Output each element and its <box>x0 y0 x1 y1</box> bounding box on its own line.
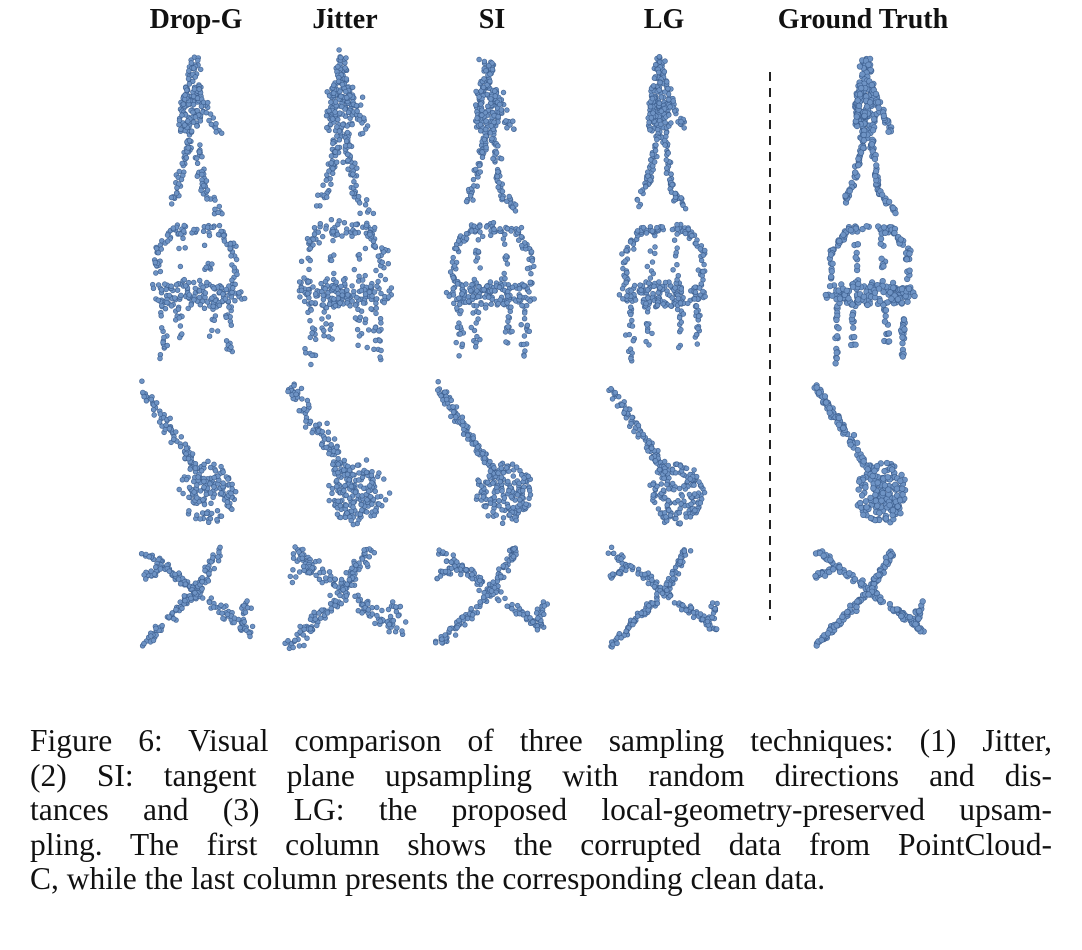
caption-line: (2) SI: tangent plane upsampling with ra… <box>30 757 1052 793</box>
point-cloud-person-si <box>463 56 519 214</box>
point-cloud-person-jitter <box>313 47 377 217</box>
point-cloud-airplane-ground-truth <box>812 548 927 649</box>
point-cloud-chair-ground-truth <box>822 223 918 367</box>
point-cloud-person-ground-truth <box>842 55 899 217</box>
caption-line: pling. The first column shows the corrup… <box>30 826 1052 862</box>
point-cloud-airplane-lg <box>605 544 720 650</box>
point-cloud-airplane-jitter <box>282 544 409 652</box>
point-cloud-guitar-ground-truth <box>811 382 909 526</box>
point-cloud-person-lg <box>634 53 689 212</box>
column-header-jitter: Jitter <box>312 4 378 35</box>
point-cloud-chair-jitter <box>296 217 395 368</box>
point-cloud-guitar-lg <box>606 386 708 527</box>
column-header-si: SI <box>478 4 506 35</box>
caption-line: Figure 6: Visual comparison of three sam… <box>30 723 1052 758</box>
caption-line: C, while the last column presents the co… <box>30 861 826 896</box>
point-cloud-guitar-drop-g <box>139 378 239 525</box>
figure-panel: Drop-G Jitter SI LG Ground Truth <box>138 4 949 652</box>
point-cloud-chair-si <box>443 220 537 359</box>
column-header-lg: LG <box>643 4 685 35</box>
point-clouds <box>138 47 927 652</box>
point-cloud-guitar-jitter <box>285 381 393 528</box>
point-cloud-airplane-drop-g <box>138 544 256 649</box>
caption-line: tances and (3) LG: the proposed local-ge… <box>30 792 1052 827</box>
point-cloud-chair-drop-g <box>150 222 248 362</box>
point-cloud-airplane-si <box>433 545 550 646</box>
column-header-ground-truth: Ground Truth <box>777 4 949 35</box>
figure-caption: Figure 6: Visual comparison of three sam… <box>30 723 1052 897</box>
point-cloud-person-drop-g <box>168 54 225 217</box>
point-cloud-chair-lg <box>616 221 708 364</box>
column-header-drop-g: Drop-G <box>149 4 243 35</box>
point-cloud-grid <box>138 47 927 652</box>
point-cloud-guitar-si <box>435 379 534 526</box>
